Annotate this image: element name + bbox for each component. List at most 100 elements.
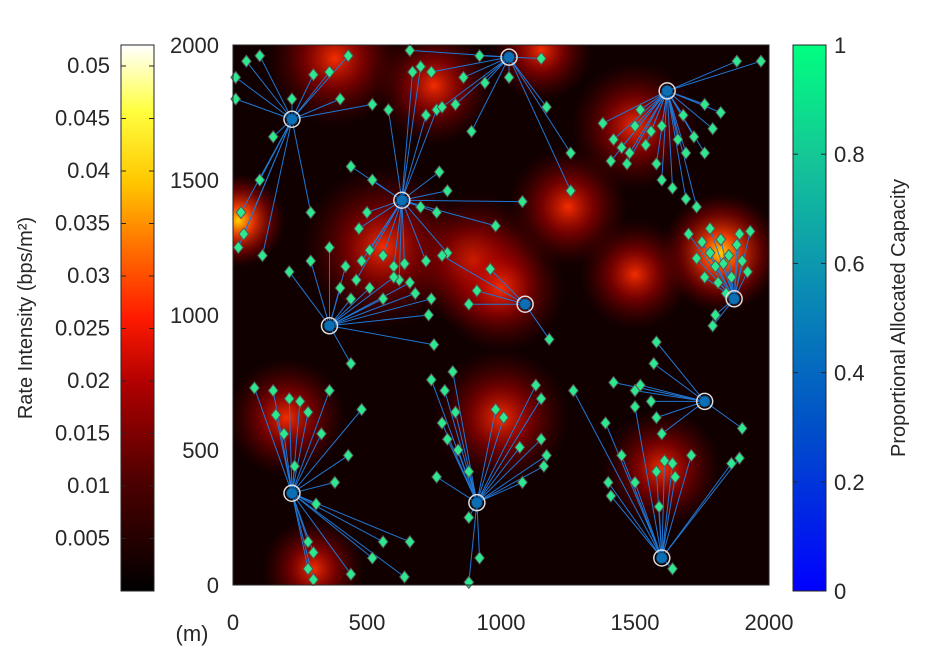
user-marker	[404, 534, 416, 549]
user-marker	[691, 251, 703, 266]
association-link	[613, 382, 705, 402]
association-link	[431, 56, 510, 73]
user-marker	[629, 399, 641, 414]
capacity-tick-label: 1	[834, 33, 846, 58]
association-link	[291, 492, 352, 575]
user-marker	[329, 475, 341, 490]
association-link	[666, 90, 714, 130]
user-marker	[650, 335, 662, 349]
heat-spot	[233, 357, 347, 478]
association-link	[661, 90, 668, 181]
user-marker	[667, 561, 678, 576]
association-link	[666, 90, 687, 199]
user-marker	[541, 448, 553, 463]
user-marker	[439, 383, 451, 398]
user-marker	[449, 97, 461, 112]
user-marker	[302, 405, 314, 420]
user-marker	[307, 545, 319, 560]
association-link	[291, 71, 330, 120]
user-marker	[345, 356, 357, 371]
user-marker	[449, 405, 461, 420]
user-marker	[425, 372, 437, 387]
user-marker	[447, 364, 459, 379]
user-marker	[238, 227, 250, 241]
association-link	[240, 119, 293, 213]
user-marker	[436, 416, 448, 430]
association-link	[291, 103, 373, 120]
user-marker	[399, 256, 410, 271]
user-marker	[302, 534, 314, 549]
user-marker	[310, 497, 322, 511]
user-marker	[340, 259, 352, 274]
user-marker	[240, 54, 252, 69]
association-link	[387, 109, 403, 201]
user-marker	[490, 219, 502, 233]
user-marker	[409, 286, 421, 301]
user-marker	[425, 65, 437, 79]
user-marker	[356, 402, 368, 417]
user-marker	[254, 173, 266, 187]
association-link	[329, 276, 395, 327]
association-link	[476, 398, 542, 503]
association-link	[476, 502, 481, 559]
association-link	[235, 76, 293, 120]
user-marker	[516, 475, 528, 490]
plot-frame	[232, 44, 770, 586]
association-link	[508, 56, 547, 108]
user-marker	[538, 459, 550, 474]
user-marker	[565, 183, 577, 198]
user-marker	[514, 440, 526, 455]
association-link	[401, 200, 427, 262]
user-marker	[420, 254, 432, 268]
user-marker	[377, 291, 389, 306]
user-marker	[645, 124, 657, 139]
association-link	[291, 119, 312, 213]
base-station-marker	[519, 298, 532, 311]
user-marker	[436, 100, 448, 114]
association-link	[629, 90, 668, 154]
user-marker	[685, 448, 697, 463]
x-tick-label: 1000	[477, 610, 526, 635]
rate-colorbar	[120, 44, 155, 592]
association-link	[329, 325, 352, 364]
x-tick-label: 0	[227, 610, 239, 635]
user-marker	[490, 402, 502, 417]
heat-spot	[489, 45, 593, 102]
user-marker	[254, 48, 266, 63]
user-marker	[567, 383, 579, 398]
user-marker	[345, 159, 357, 174]
user-marker	[345, 291, 357, 306]
base-station-marker	[503, 51, 515, 64]
association-link	[372, 179, 403, 201]
association-link	[476, 417, 505, 503]
user-marker	[736, 254, 748, 268]
user-marker	[366, 173, 378, 187]
user-marker	[431, 470, 443, 484]
association-link	[329, 287, 371, 327]
user-marker	[605, 154, 617, 168]
user-marker	[305, 254, 317, 268]
base-station-marker	[286, 113, 298, 126]
user-marker	[734, 451, 745, 465]
user-marker	[342, 48, 354, 63]
user-marker	[377, 534, 389, 549]
user-marker	[704, 221, 716, 236]
association-link	[291, 433, 322, 494]
association-link	[720, 239, 735, 299]
user-marker	[707, 318, 719, 333]
user-marker	[324, 240, 335, 255]
user-marker	[650, 464, 662, 479]
user-marker	[624, 146, 636, 160]
user-marker	[656, 173, 668, 187]
association-link	[328, 287, 341, 326]
rate-tick-label: 0.02	[67, 368, 110, 393]
user-marker	[656, 426, 668, 441]
association-link	[401, 71, 414, 201]
capacity-tick-label: 0.8	[834, 142, 865, 167]
association-link	[607, 482, 663, 559]
base-station-ring	[516, 295, 534, 313]
user-marker	[683, 227, 695, 241]
rate-colorbar-ticks: 0.005 0.01 0.015 0.02 0.025 0.03 0.035 0.04 0.04…	[55, 53, 154, 551]
user-marker	[425, 291, 437, 306]
user-marker	[709, 308, 721, 322]
